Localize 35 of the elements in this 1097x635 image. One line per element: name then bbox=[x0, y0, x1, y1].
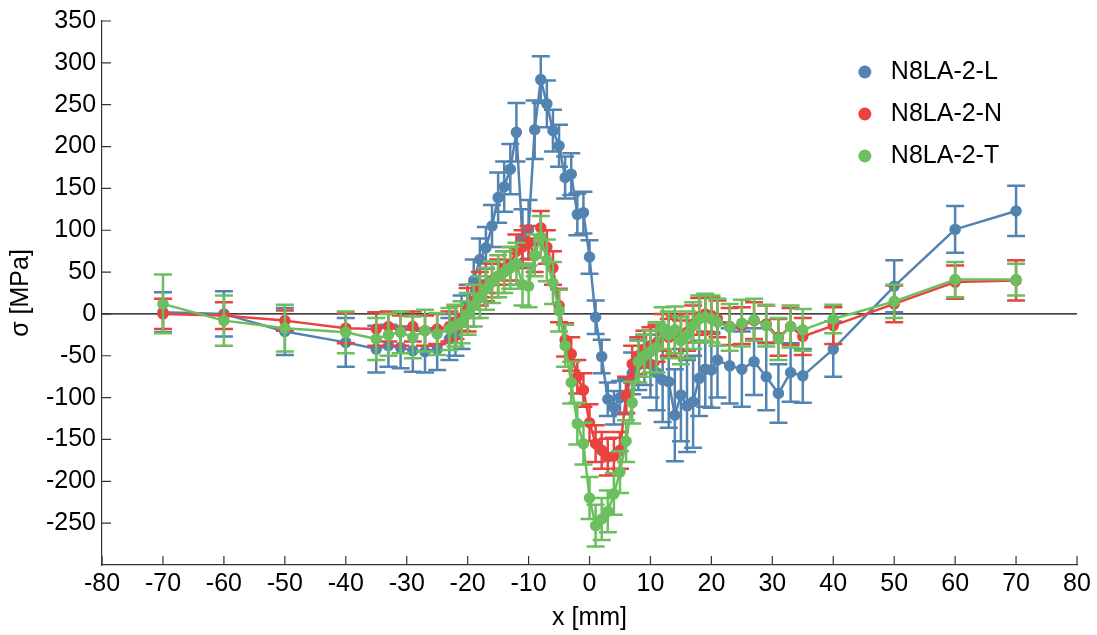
y-tick-label: -200 bbox=[45, 465, 97, 494]
y-axis-title: σ [MPa] bbox=[4, 249, 33, 337]
x-tick-label: 80 bbox=[1063, 567, 1091, 596]
y-tick-label: -150 bbox=[45, 423, 97, 452]
x-tick-label: 70 bbox=[1002, 567, 1030, 596]
y-tick-label: 350 bbox=[54, 4, 97, 33]
x-tick-label: 40 bbox=[819, 567, 848, 596]
y-tick-label: 100 bbox=[54, 214, 97, 243]
y-tick-label: -100 bbox=[45, 381, 97, 410]
legend-label: N8LA-2-T bbox=[890, 139, 1000, 168]
x-tick-label: 10 bbox=[636, 567, 665, 596]
x-tick-label: 0 bbox=[582, 567, 597, 596]
x-tick-label: -30 bbox=[388, 567, 425, 596]
y-tick-label: 0 bbox=[82, 297, 97, 326]
y-tick-label: -250 bbox=[45, 507, 97, 536]
legend-label: N8LA-2-L bbox=[890, 55, 998, 84]
y-tick-label: 250 bbox=[54, 88, 97, 117]
y-tick-label: 50 bbox=[68, 255, 97, 284]
y-tick-label: 150 bbox=[54, 172, 97, 201]
x-tick-label: -70 bbox=[144, 567, 182, 596]
x-tick-label: 60 bbox=[941, 567, 970, 596]
y-tick-label: 300 bbox=[54, 46, 97, 75]
x-tick-label: -10 bbox=[510, 567, 547, 596]
x-tick-label: -80 bbox=[83, 567, 121, 596]
x-tick-label: 30 bbox=[758, 567, 787, 596]
x-tick-label: -50 bbox=[266, 567, 303, 596]
legend-label: N8LA-2-N bbox=[890, 97, 1003, 126]
x-tick-label: -60 bbox=[205, 567, 242, 596]
y-tick-label: 200 bbox=[54, 130, 97, 159]
x-tick-label: -40 bbox=[327, 567, 364, 596]
x-tick-label: -20 bbox=[449, 567, 486, 596]
x-axis-title: x [mm] bbox=[552, 601, 628, 630]
x-tick-label: 50 bbox=[880, 567, 909, 596]
y-tick-label: -50 bbox=[59, 339, 97, 368]
x-tick-label: 20 bbox=[697, 567, 726, 596]
